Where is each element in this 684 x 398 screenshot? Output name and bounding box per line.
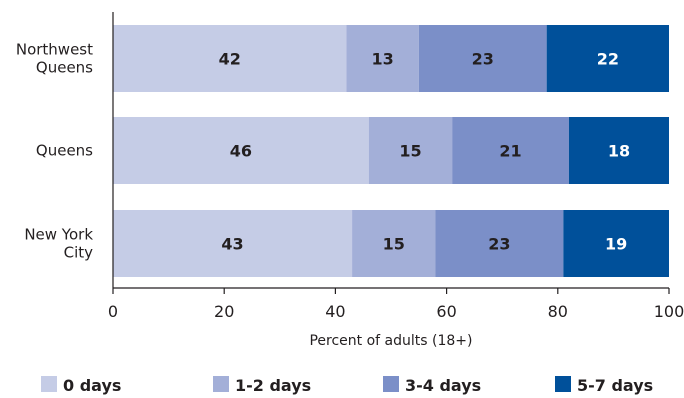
bar-segment — [113, 210, 353, 277]
bar-value-label: 23 — [472, 50, 494, 69]
category-label: New York — [24, 226, 93, 244]
bar-value-label: 13 — [372, 50, 394, 69]
bar-value-label: 18 — [608, 142, 630, 161]
x-axis-title: Percent of adults (18+) — [309, 333, 472, 349]
x-tick-label: 20 — [214, 302, 234, 321]
bar-value-label: 43 — [221, 235, 243, 254]
legend-label: 1-2 days — [235, 376, 311, 395]
category-label: Northwest — [16, 41, 93, 59]
legend-swatch — [41, 376, 57, 392]
bar-segment — [113, 25, 347, 92]
bar-value-label: 15 — [399, 142, 421, 161]
x-tick-label: 0 — [108, 302, 118, 321]
bar-value-label: 23 — [488, 235, 510, 254]
bar-segment — [368, 117, 453, 184]
legend-swatch — [555, 376, 571, 392]
legend-swatch — [213, 376, 229, 392]
axes: 0 20 40 60 80 100 Percent of adults (18+) — [108, 12, 684, 349]
x-tick-label: 60 — [436, 302, 456, 321]
bar-area: 42 13 23 22 46 15 21 18 43 15 23 19 — [113, 25, 669, 277]
bar-value-label: 42 — [219, 50, 241, 69]
x-ticks: 0 20 40 60 80 100 — [108, 288, 684, 321]
category-label: City — [64, 244, 94, 262]
legend-swatch — [383, 376, 399, 392]
bar-segment — [568, 117, 669, 184]
bar-segment — [113, 117, 369, 184]
legend-label: 5-7 days — [577, 376, 653, 395]
legend: 0 days 1-2 days 3-4 days 5-7 days — [41, 376, 653, 395]
bar-value-label: 22 — [597, 50, 619, 69]
x-tick-label: 100 — [654, 302, 684, 321]
x-tick-label: 40 — [325, 302, 345, 321]
bar-segment — [418, 25, 547, 92]
bar-segment — [435, 210, 564, 277]
legend-label: 3-4 days — [405, 376, 481, 395]
legend-label: 0 days — [63, 376, 121, 395]
bar-segment — [352, 210, 436, 277]
bar-value-label: 21 — [499, 142, 521, 161]
bar-value-label: 15 — [383, 235, 405, 254]
x-tick-label: 80 — [548, 302, 568, 321]
category-label: Queens — [36, 59, 93, 77]
bar-segment — [346, 25, 419, 92]
bar-segment — [546, 25, 669, 92]
bar-segment — [452, 117, 569, 184]
bar-value-label: 46 — [230, 142, 252, 161]
category-label: Queens — [36, 142, 93, 160]
bar-segment — [563, 210, 669, 277]
bar-value-label: 19 — [605, 235, 627, 254]
